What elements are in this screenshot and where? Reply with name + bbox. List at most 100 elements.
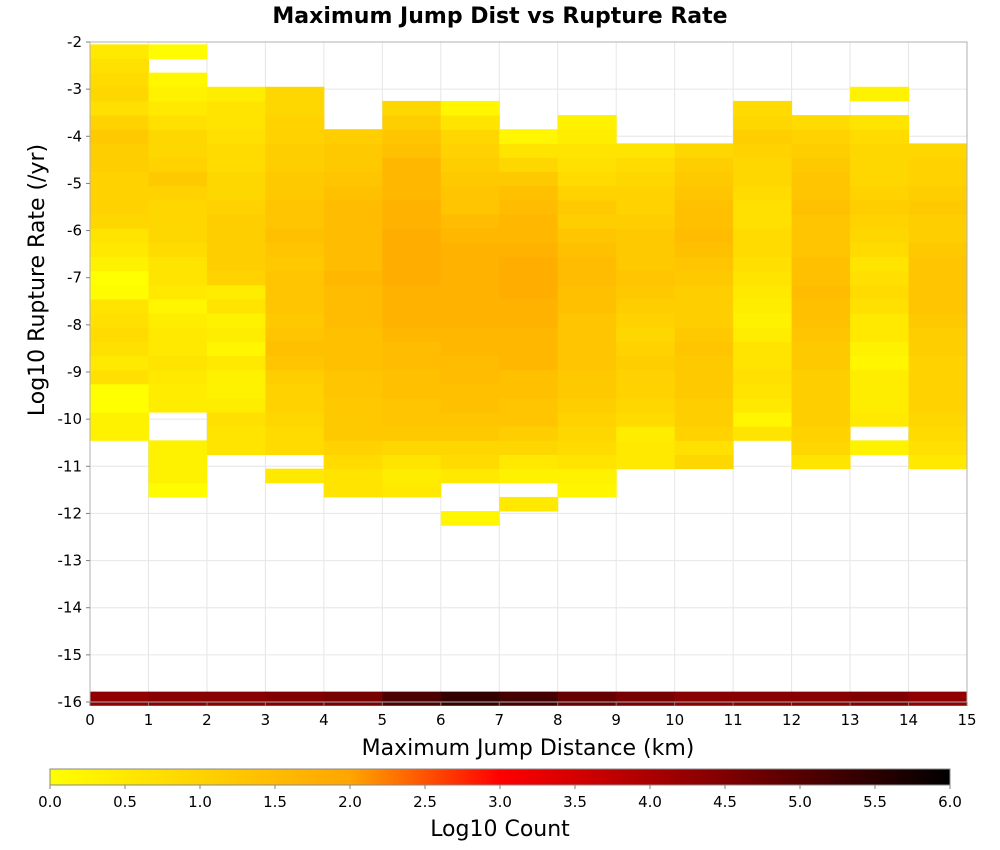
heatmap-cell — [499, 426, 559, 441]
heatmap-cell — [440, 511, 500, 526]
heatmap-cell — [323, 355, 383, 371]
heatmap-cell — [440, 171, 500, 187]
heatmap-cell — [616, 143, 676, 158]
heatmap-cell — [733, 298, 793, 314]
heatmap-cell — [908, 185, 968, 201]
heatmap-cell — [557, 143, 617, 158]
heatmap-cell — [499, 298, 559, 314]
heatmap-cell — [265, 242, 325, 257]
heatmap-cell — [382, 440, 442, 455]
heatmap-cell — [440, 341, 500, 356]
heatmap-cell — [440, 115, 500, 130]
heatmap-cell — [440, 100, 500, 116]
heatmap-cell — [616, 270, 676, 286]
heatmap-cell — [908, 143, 968, 158]
heatmap-cell — [616, 383, 676, 399]
heatmap-cell — [733, 369, 793, 385]
heatmap-cell — [323, 228, 383, 243]
heatmap-cell — [733, 214, 793, 229]
heatmap-cell — [557, 482, 617, 498]
heatmap-cell — [499, 313, 559, 328]
heatmap-cell — [90, 44, 149, 59]
heatmap-cell — [323, 298, 383, 314]
heatmap-cell — [148, 214, 208, 229]
heatmap-cell — [206, 369, 266, 385]
heatmap-cell — [616, 256, 676, 272]
heatmap-cell — [440, 355, 500, 371]
heatmap-cell — [557, 468, 617, 484]
heatmap-cell — [557, 412, 617, 427]
heatmap-cell — [791, 199, 851, 215]
y-tick-label: -15 — [58, 646, 83, 664]
heatmap-cell — [148, 341, 208, 356]
heatmap-cell — [791, 369, 851, 385]
heatmap-cell — [908, 355, 968, 371]
x-tick-label: 5 — [378, 711, 388, 729]
heatmap-cell — [148, 454, 208, 470]
heatmap-cell — [791, 412, 851, 427]
heatmap-cell — [733, 115, 793, 130]
heatmap-cell — [499, 369, 559, 385]
heatmap-cell-bottom-band — [382, 691, 442, 706]
heatmap-cell — [850, 355, 910, 371]
heatmap-cell — [206, 298, 266, 314]
heatmap-cell — [148, 383, 208, 399]
heatmap-cell — [791, 242, 851, 257]
heatmap-cell — [791, 185, 851, 201]
heatmap-cell — [148, 256, 208, 272]
x-tick-label: 11 — [724, 711, 743, 729]
heatmap-cell — [90, 284, 149, 300]
heatmap-cell — [850, 214, 910, 229]
heatmap-cell — [674, 143, 734, 158]
heatmap-cell — [733, 228, 793, 243]
heatmap-cell — [265, 383, 325, 399]
heatmap-cell — [440, 468, 500, 484]
heatmap-cell — [616, 242, 676, 257]
y-tick-label: -11 — [58, 457, 83, 475]
heatmap-cell — [791, 298, 851, 314]
heatmap-cell — [674, 157, 734, 173]
heatmap-cell — [733, 171, 793, 187]
heatmap-cell — [499, 129, 559, 144]
heatmap-cell-bottom-band — [850, 691, 910, 706]
heatmap-cell — [674, 440, 734, 455]
heatmap-cell-bottom-band — [499, 691, 559, 706]
heatmap-cell — [265, 412, 325, 427]
heatmap-cell — [850, 440, 910, 455]
heatmap-cell — [733, 341, 793, 356]
heatmap-cell — [674, 369, 734, 385]
heatmap-cell — [206, 171, 266, 187]
heatmap-cell — [323, 482, 383, 498]
heatmap-cell — [148, 284, 208, 300]
heatmap-cell — [499, 327, 559, 342]
heatmap-cell — [382, 355, 442, 371]
heatmap-cell — [557, 397, 617, 413]
heatmap-cell — [499, 143, 559, 158]
y-tick-label: -5 — [67, 174, 82, 192]
heatmap-cell — [90, 157, 149, 173]
heatmap-cell-bottom-band — [206, 691, 266, 706]
heatmap-cell — [206, 143, 266, 158]
heatmap-cell — [148, 228, 208, 243]
colorbar — [49, 768, 951, 786]
heatmap-cell — [148, 298, 208, 314]
heatmap-cell — [557, 129, 617, 144]
colorbar-tick-label: 4.5 — [713, 793, 737, 811]
heatmap-cell — [791, 214, 851, 229]
heatmap-cell — [616, 327, 676, 342]
heatmap-cell — [206, 115, 266, 130]
colorbar-tick-label: 1.0 — [188, 793, 212, 811]
heatmap-cell — [733, 143, 793, 158]
colorbar-tick-label: 1.5 — [263, 793, 287, 811]
heatmap-cell — [499, 468, 559, 484]
heatmap-cell — [382, 270, 442, 286]
heatmap-cell — [557, 157, 617, 173]
heatmap-cell — [616, 157, 676, 173]
heatmap-cell — [791, 171, 851, 187]
heatmap-cell — [557, 171, 617, 187]
heatmap-cell — [382, 412, 442, 427]
heatmap-cell — [499, 157, 559, 173]
heatmap-cell — [148, 242, 208, 257]
heatmap-cell — [323, 256, 383, 272]
heatmap-cell — [440, 270, 500, 286]
